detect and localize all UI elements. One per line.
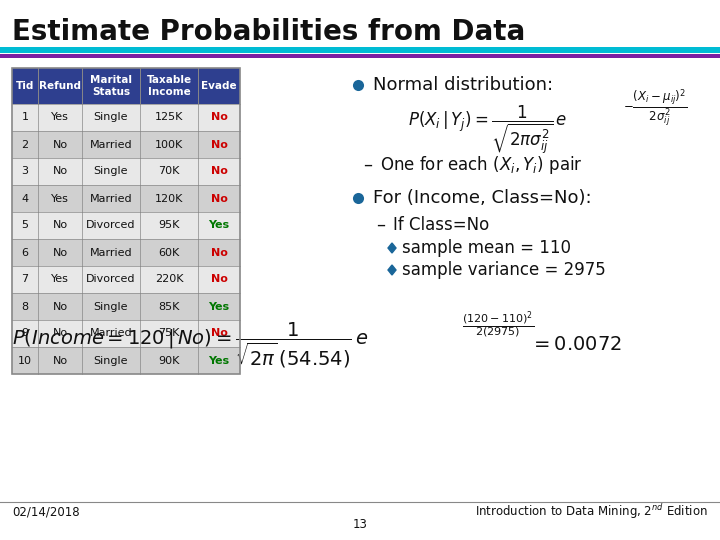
Text: $P(Income = 120\,|\,No) = \dfrac{1}{\sqrt{2\pi}\,(54.54)}\,e$: $P(Income = 120\,|\,No) = \dfrac{1}{\sqr… <box>12 320 369 369</box>
Text: Introduction to Data Mining, 2$^{nd}$ Edition: Introduction to Data Mining, 2$^{nd}$ Ed… <box>475 503 708 522</box>
Text: sample variance = 2975: sample variance = 2975 <box>402 261 606 279</box>
Text: No: No <box>53 139 68 150</box>
Text: 70K: 70K <box>158 166 180 177</box>
Text: Yes: Yes <box>51 193 69 204</box>
Bar <box>12 212 240 239</box>
Bar <box>0 54 720 58</box>
Text: 5: 5 <box>22 220 29 231</box>
Text: 120K: 120K <box>155 193 183 204</box>
Text: 13: 13 <box>353 518 367 531</box>
Text: Tid: Tid <box>16 81 34 91</box>
Text: No: No <box>210 139 228 150</box>
Text: Single: Single <box>94 166 128 177</box>
Text: If Class=No: If Class=No <box>393 216 490 234</box>
Text: 8: 8 <box>22 301 29 312</box>
Text: 75K: 75K <box>158 328 180 339</box>
Bar <box>12 266 240 293</box>
Text: No: No <box>53 355 68 366</box>
Text: 02/14/2018: 02/14/2018 <box>12 505 80 518</box>
Bar <box>12 68 240 374</box>
Text: No: No <box>210 112 228 123</box>
Text: Estimate Probabilities from Data: Estimate Probabilities from Data <box>12 18 526 46</box>
Text: –: – <box>376 216 385 234</box>
Polygon shape <box>388 243 396 253</box>
Text: No: No <box>210 247 228 258</box>
Text: 7: 7 <box>22 274 29 285</box>
Bar <box>12 320 240 347</box>
Text: –: – <box>363 156 372 174</box>
Text: 6: 6 <box>22 247 29 258</box>
Text: No: No <box>53 301 68 312</box>
Bar <box>12 347 240 374</box>
Bar <box>12 68 240 104</box>
Text: No: No <box>53 328 68 339</box>
Text: 125K: 125K <box>155 112 183 123</box>
Bar <box>12 131 240 158</box>
Text: 4: 4 <box>22 193 29 204</box>
Text: One for each $(X_i, Y_i)$ pair: One for each $(X_i, Y_i)$ pair <box>380 154 582 176</box>
Text: 3: 3 <box>22 166 29 177</box>
Text: 220K: 220K <box>155 274 184 285</box>
Text: Yes: Yes <box>51 274 69 285</box>
Bar <box>12 293 240 320</box>
Text: Divorced: Divorced <box>86 220 136 231</box>
Text: Single: Single <box>94 301 128 312</box>
Text: For (Income, Class=No):: For (Income, Class=No): <box>373 189 592 207</box>
Text: 10: 10 <box>18 355 32 366</box>
Bar <box>12 185 240 212</box>
Text: Refund: Refund <box>39 81 81 91</box>
Text: Married: Married <box>90 328 132 339</box>
Text: 100K: 100K <box>155 139 183 150</box>
Text: Evade: Evade <box>201 81 237 91</box>
Text: No: No <box>53 220 68 231</box>
Text: No: No <box>53 166 68 177</box>
Text: No: No <box>210 166 228 177</box>
Bar <box>12 158 240 185</box>
Text: 9: 9 <box>22 328 29 339</box>
Text: Single: Single <box>94 355 128 366</box>
Text: $= 0.0072$: $= 0.0072$ <box>530 335 622 354</box>
Text: 95K: 95K <box>158 220 180 231</box>
Text: Married: Married <box>90 247 132 258</box>
Text: 2: 2 <box>22 139 29 150</box>
Bar <box>12 239 240 266</box>
Text: No: No <box>210 193 228 204</box>
Text: sample mean = 110: sample mean = 110 <box>402 239 571 257</box>
Text: Yes: Yes <box>51 112 69 123</box>
Bar <box>12 104 240 131</box>
Bar <box>0 47 720 53</box>
Polygon shape <box>388 265 396 275</box>
Text: No: No <box>210 328 228 339</box>
Text: Divorced: Divorced <box>86 274 136 285</box>
Text: Normal distribution:: Normal distribution: <box>373 76 553 94</box>
Text: Single: Single <box>94 112 128 123</box>
Text: $-\dfrac{(X_i-\mu_{ij})^2}{2\sigma_{ij}^2}$: $-\dfrac{(X_i-\mu_{ij})^2}{2\sigma_{ij}^… <box>623 87 687 129</box>
Text: Married: Married <box>90 139 132 150</box>
Text: Married: Married <box>90 193 132 204</box>
Text: Yes: Yes <box>208 355 230 366</box>
Text: No: No <box>210 274 228 285</box>
Text: $\dfrac{(120-110)^2}{2(2975)}$: $\dfrac{(120-110)^2}{2(2975)}$ <box>462 309 534 341</box>
Text: 90K: 90K <box>158 355 180 366</box>
Text: 1: 1 <box>22 112 29 123</box>
Text: $P(X_i\,|\,Y_j) = \dfrac{1}{\sqrt{2\pi\sigma_{ij}^2}}\,e$: $P(X_i\,|\,Y_j) = \dfrac{1}{\sqrt{2\pi\s… <box>408 104 567 156</box>
Text: Yes: Yes <box>208 220 230 231</box>
Text: Yes: Yes <box>208 301 230 312</box>
Text: No: No <box>53 247 68 258</box>
Text: Marital
Status: Marital Status <box>90 75 132 97</box>
Text: Taxable
Income: Taxable Income <box>146 75 192 97</box>
Text: 85K: 85K <box>158 301 180 312</box>
Text: 60K: 60K <box>158 247 179 258</box>
